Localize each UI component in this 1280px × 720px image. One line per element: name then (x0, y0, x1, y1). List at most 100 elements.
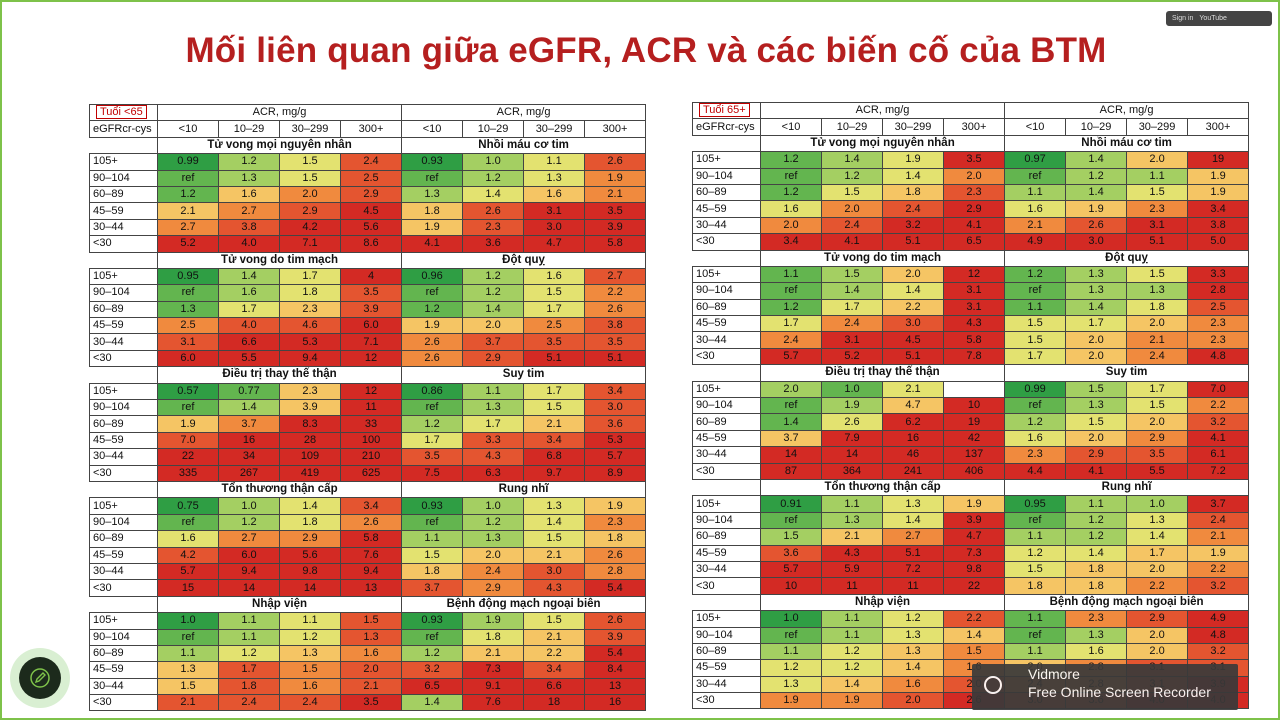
table-cell: 1.6 (218, 185, 280, 204)
table-age-65-plus: Tuổi 65+ ACR, mg/g ACR, mg/g eGFRcr-cys <10 1… (692, 101, 1250, 710)
youtube-topbar[interactable]: Sign in YouTube (1166, 11, 1272, 26)
table-cell: 1.5 (401, 546, 464, 564)
egfr-row-label: 105+ (89, 153, 158, 171)
table-cell: 1.4 (821, 282, 883, 300)
table-cell: 6.0 (339, 317, 403, 335)
table-cell: 22 (942, 577, 1006, 595)
table-cell: 2.4 (1126, 347, 1189, 366)
egfr-row-label: <30 (89, 349, 158, 368)
table-cell: 1.9 (1065, 200, 1128, 218)
table-cell: 3.6 (760, 544, 822, 562)
table-cell: 2.2 (523, 644, 586, 663)
table-cell: 2.3 (584, 513, 647, 532)
table-cell: 1.4 (462, 185, 525, 204)
egfr-row-label: 105+ (89, 382, 158, 401)
table-cell: 6.5 (942, 233, 1006, 251)
section-spacer (89, 481, 158, 498)
table-cell: 2.1 (882, 380, 944, 399)
table-cell: 11 (339, 399, 403, 417)
table-cell: 0.93 (401, 153, 464, 171)
table-cell: ref (401, 169, 464, 187)
table-cell: 1.2 (760, 659, 822, 677)
record-icon[interactable] (984, 676, 1002, 694)
table-cell: 2.9 (1126, 610, 1189, 628)
egfr-row-label: <30 (89, 235, 158, 253)
youtube-link[interactable]: YouTube (1199, 15, 1227, 22)
table-cell: 7.1 (279, 235, 341, 253)
table-cell: 2.6 (462, 202, 525, 220)
table-cell: 2.6 (821, 413, 883, 431)
table-cell: 2.7 (882, 528, 944, 546)
table-cell: 3.5 (1126, 446, 1189, 464)
table-cell: ref (401, 399, 464, 417)
section-spacer (89, 366, 158, 384)
table-cell: 3.9 (584, 218, 647, 237)
table-cell: 1.1 (523, 153, 586, 171)
table-cell: 6.5 (401, 677, 464, 696)
egfr-row-label: 105+ (692, 610, 761, 628)
table-cell: 0.75 (157, 497, 219, 515)
table-cell: 13 (339, 579, 403, 597)
table-cell: 6.1 (1187, 446, 1250, 464)
table-cell: 4.1 (942, 216, 1006, 235)
table-cell: 1.4 (1065, 151, 1128, 169)
acr-column-header: 10–29 (462, 120, 525, 138)
section-title: Tử vong do tim mạch (156, 251, 403, 269)
section-spacer (692, 135, 761, 152)
table-cell: 5.6 (339, 218, 403, 237)
table-cell: 5.4 (584, 644, 647, 663)
table-cell: 1.0 (157, 612, 219, 630)
table-cell: 2.6 (339, 513, 403, 532)
table-cell: 1.5 (1004, 560, 1067, 579)
table-cell: 2.2 (584, 284, 647, 302)
table-cell: 5.3 (279, 333, 341, 351)
table-cell: 33 (339, 415, 403, 433)
table-cell: 1.4 (1065, 183, 1128, 202)
table-cell: 1.4 (1065, 298, 1128, 317)
recorder-overlay[interactable]: Vidmore Free Online Screen Recorder (972, 664, 1238, 710)
table-cell: 1.3 (523, 497, 586, 515)
table-cell: 1.5 (1004, 315, 1067, 333)
table-cell: 5.2 (157, 235, 219, 253)
table-cell: 1.6 (157, 530, 219, 548)
section-title: Rung nhĩ (1004, 478, 1250, 497)
table-cell: 9.1 (462, 677, 525, 696)
egfr-row-label: 60–89 (692, 413, 761, 431)
egfr-row-label: 45–59 (692, 315, 761, 333)
table-cell: 5.7 (760, 347, 822, 366)
table-cell: 2.1 (1187, 528, 1250, 546)
egfr-row-label: 90–104 (89, 513, 158, 532)
table-cell: 6.6 (218, 333, 280, 351)
annotate-button[interactable] (10, 648, 70, 708)
table-cell: 1.2 (882, 610, 944, 628)
table-cell: 5.9 (821, 560, 883, 579)
sign-in-link[interactable]: Sign in (1172, 15, 1194, 22)
table-cell: 16 (218, 431, 280, 450)
table-cell: 3.0 (584, 399, 647, 417)
table-cell: 1.5 (279, 661, 341, 679)
age-badge: Tuổi <65 (96, 105, 147, 120)
table-cell: 2.0 (1065, 331, 1128, 349)
egfr-row-label: 60–89 (692, 298, 761, 317)
table-cell: 12 (942, 265, 1006, 284)
egfr-row-label: <30 (692, 692, 761, 710)
acr-column-header: <10 (157, 120, 219, 138)
table-cell: 1.0 (462, 153, 525, 171)
table-cell: 1.2 (760, 183, 822, 202)
table-cell: ref (157, 628, 219, 646)
table-cell: 1.8 (462, 628, 525, 646)
section-title: Nhồi máu cơ tim (1004, 134, 1250, 153)
table-cell: 1.9 (401, 317, 464, 335)
table-cell: 2.7 (218, 530, 280, 548)
table-cell: 4.1 (821, 233, 883, 251)
table-cell: 2.6 (584, 546, 647, 564)
table-cell: 2.0 (760, 380, 822, 399)
table-cell: 3.2 (1187, 413, 1250, 431)
table-cell: 1.6 (523, 185, 586, 204)
table-cell: 2.6 (1065, 216, 1128, 235)
egfr-row-label: <30 (692, 462, 761, 480)
table-cell: 7.0 (1187, 380, 1250, 399)
table-cell: 5.8 (584, 235, 647, 253)
table-cell: 2.7 (218, 202, 280, 220)
table-cell: 4.3 (821, 544, 883, 562)
